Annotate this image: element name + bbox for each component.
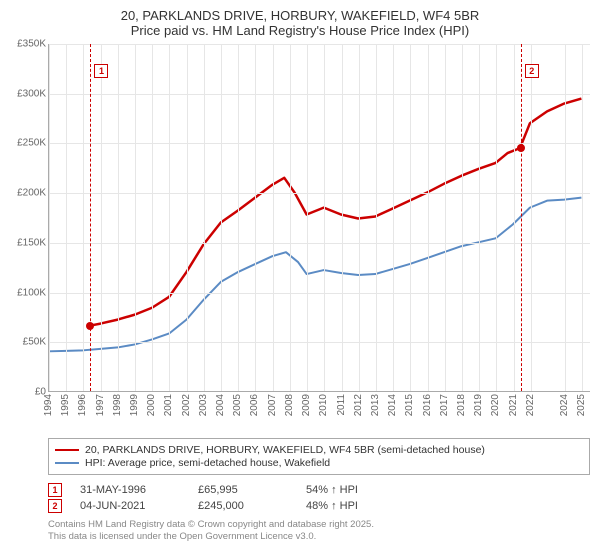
- x-tick-label: 2018: [456, 394, 467, 418]
- chart-area: £0£50K£100K£150K£200K£250K£300K£350K 12: [10, 44, 590, 392]
- x-tick-label: 2002: [181, 394, 192, 418]
- transaction-marker-line: [521, 44, 522, 391]
- y-tick-label: £300K: [17, 88, 46, 99]
- y-tick-label: £200K: [17, 188, 46, 199]
- footer-line-1: Contains HM Land Registry data © Crown c…: [48, 519, 590, 531]
- y-tick-label: £150K: [17, 237, 46, 248]
- title-line-1: 20, PARKLANDS DRIVE, HORBURY, WAKEFIELD,…: [10, 8, 590, 23]
- x-tick-label: 2011: [336, 394, 347, 418]
- legend-label-1: 20, PARKLANDS DRIVE, HORBURY, WAKEFIELD,…: [85, 444, 485, 456]
- x-tick-label: 2016: [422, 394, 433, 418]
- y-axis: £0£50K£100K£150K£200K£250K£300K£350K: [10, 44, 48, 392]
- y-tick-label: £50K: [23, 337, 46, 348]
- y-tick-label: £100K: [17, 287, 46, 298]
- transaction-marker-badge: 1: [94, 64, 108, 78]
- x-tick-label: 2021: [508, 394, 519, 418]
- transaction-marker-badge: 2: [525, 64, 539, 78]
- transaction-pct: 54% ↑ HPI: [306, 484, 406, 496]
- legend-swatch-2: [55, 462, 79, 464]
- footer-line-2: This data is licensed under the Open Gov…: [48, 531, 590, 543]
- transaction-price: £245,000: [198, 500, 288, 512]
- transaction-pct: 48% ↑ HPI: [306, 500, 406, 512]
- x-tick-label: 2017: [439, 394, 450, 418]
- transaction-badge: 2: [48, 499, 62, 513]
- x-tick-label: 2003: [198, 394, 209, 418]
- transaction-badge: 1: [48, 483, 62, 497]
- transaction-marker-line: [90, 44, 91, 391]
- x-tick-label: 2013: [370, 394, 381, 418]
- transaction-row: 2 04-JUN-2021 £245,000 48% ↑ HPI: [48, 499, 590, 513]
- transaction-row: 1 31-MAY-1996 £65,995 54% ↑ HPI: [48, 483, 590, 497]
- x-tick-label: 2020: [490, 394, 501, 418]
- x-tick-label: 2006: [249, 394, 260, 418]
- x-tick-label: 2012: [353, 394, 364, 418]
- transaction-date: 31-MAY-1996: [80, 484, 180, 496]
- x-tick-label: 2008: [284, 394, 295, 418]
- x-tick-label: 2019: [473, 394, 484, 418]
- y-tick-label: £250K: [17, 138, 46, 149]
- transaction-dot: [517, 144, 525, 152]
- x-tick-label: 2009: [301, 394, 312, 418]
- chart-title: 20, PARKLANDS DRIVE, HORBURY, WAKEFIELD,…: [10, 8, 590, 38]
- legend-swatch-1: [55, 449, 79, 451]
- x-tick-label: 1998: [112, 394, 123, 418]
- x-tick-label: 1997: [95, 394, 106, 418]
- x-tick-label: 2014: [387, 394, 398, 418]
- x-tick-label: 2000: [146, 394, 157, 418]
- title-line-2: Price paid vs. HM Land Registry's House …: [10, 23, 590, 38]
- legend-item-hpi: HPI: Average price, semi-detached house,…: [55, 457, 583, 469]
- x-tick-label: 2007: [267, 394, 278, 418]
- y-tick-label: £350K: [17, 39, 46, 50]
- x-tick-label: 2005: [232, 394, 243, 418]
- series-line-hpi: [49, 198, 581, 352]
- x-tick-label: 2015: [404, 394, 415, 418]
- x-tick-label: 1999: [129, 394, 140, 418]
- x-tick-label: 2024: [559, 394, 570, 418]
- x-tick-label: 1995: [60, 394, 71, 418]
- x-axis: 1994199519961997199819992000200120022003…: [48, 392, 590, 434]
- x-tick-label: 2001: [163, 394, 174, 418]
- x-tick-label: 1994: [43, 394, 54, 418]
- legend-label-2: HPI: Average price, semi-detached house,…: [85, 457, 330, 469]
- x-tick-label: 2004: [215, 394, 226, 418]
- x-tick-label: 2010: [318, 394, 329, 418]
- footer-attribution: Contains HM Land Registry data © Crown c…: [48, 519, 590, 543]
- legend: 20, PARKLANDS DRIVE, HORBURY, WAKEFIELD,…: [48, 438, 590, 475]
- transaction-date: 04-JUN-2021: [80, 500, 180, 512]
- transaction-price: £65,995: [198, 484, 288, 496]
- plot-area: 12: [48, 44, 590, 392]
- transaction-dot: [86, 322, 94, 330]
- transactions-table: 1 31-MAY-1996 £65,995 54% ↑ HPI 2 04-JUN-2021…: [48, 481, 590, 515]
- x-tick-label: 2025: [576, 394, 587, 418]
- x-tick-label: 1996: [77, 394, 88, 418]
- legend-item-price-paid: 20, PARKLANDS DRIVE, HORBURY, WAKEFIELD,…: [55, 444, 583, 456]
- series-line-price_paid: [90, 99, 581, 326]
- line-series-svg: [49, 44, 590, 391]
- x-tick-label: 2022: [525, 394, 536, 418]
